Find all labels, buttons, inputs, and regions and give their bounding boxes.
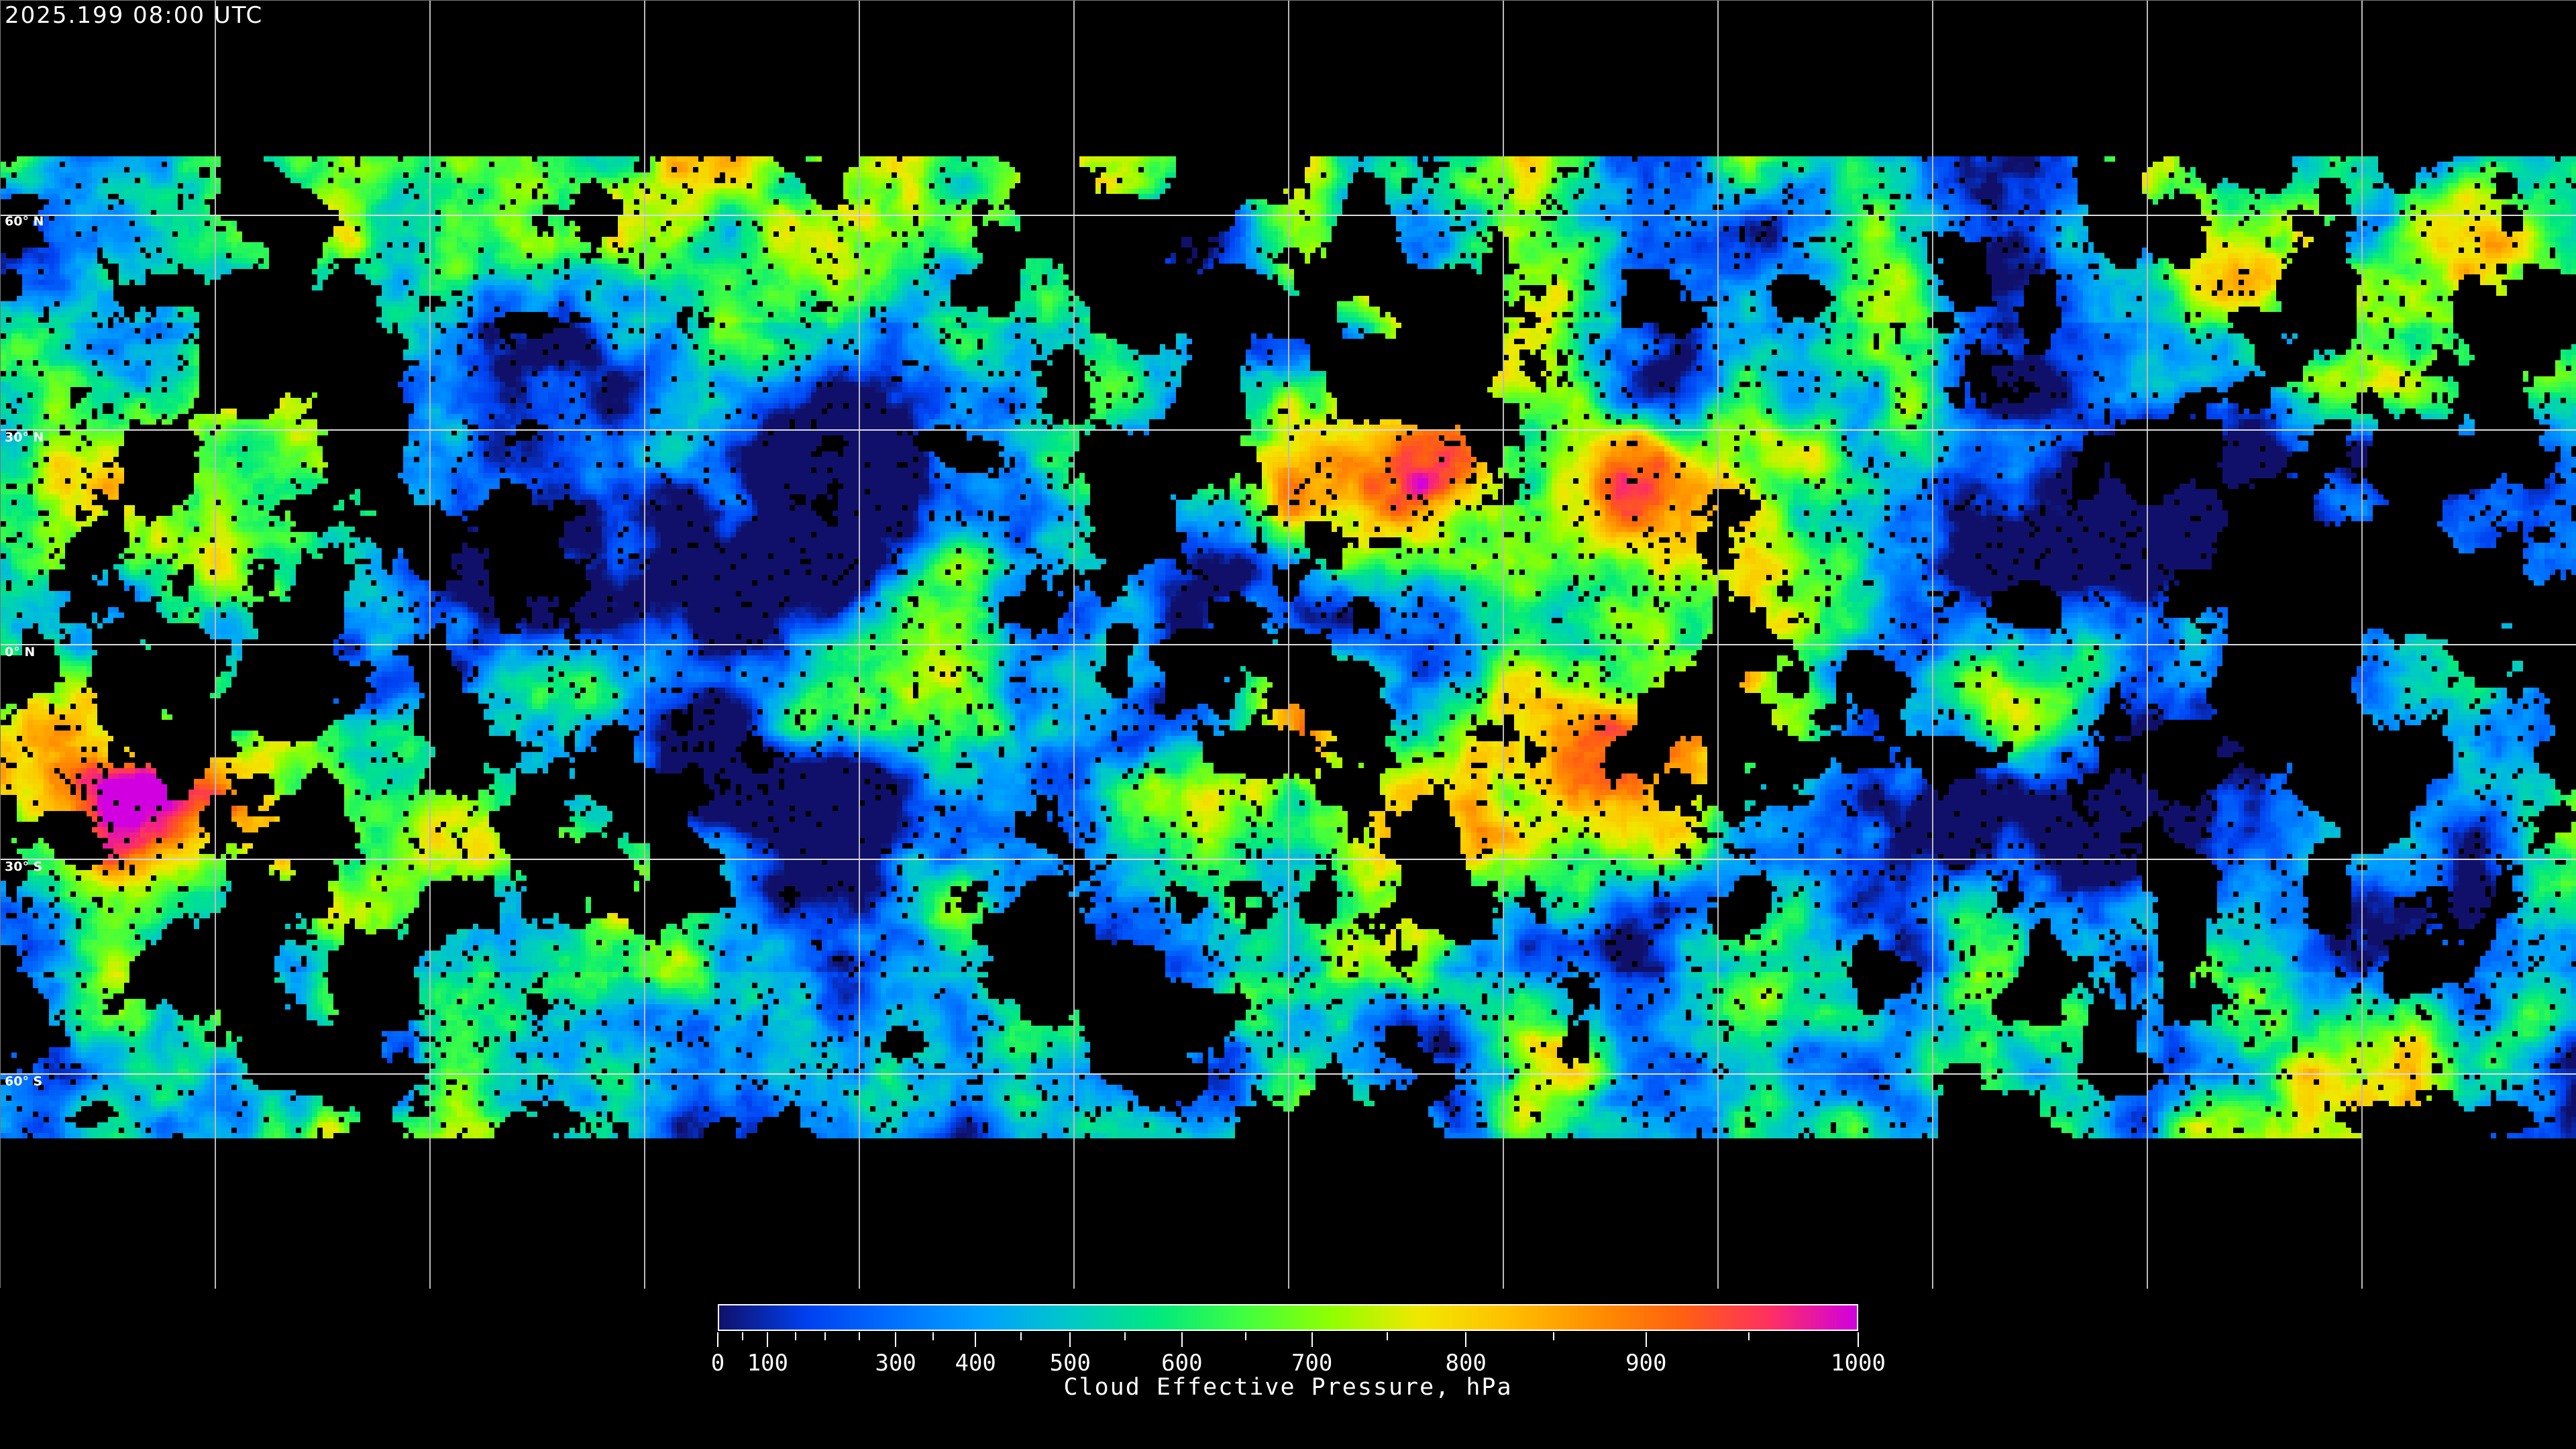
colorbar-minor-tick [794, 1332, 796, 1340]
colorbar-label: Cloud Effective Pressure, hPa [1063, 1374, 1513, 1401]
colorbar-tick-label: 400 [955, 1350, 996, 1377]
colorbar-major-tick [1069, 1332, 1071, 1347]
colorbar-minor-tick [1748, 1332, 1750, 1340]
colorbar-tick-label: 700 [1291, 1350, 1333, 1377]
colorbar-minor-tick [1020, 1332, 1022, 1340]
colorbar-major-tick [1858, 1332, 1859, 1347]
lat-label-30s: 30° S [5, 859, 43, 874]
colorbar-minor-tick [1124, 1332, 1126, 1340]
colorbar-major-tick [975, 1332, 977, 1347]
colorbar-minor-tick [1245, 1332, 1247, 1340]
colorbar-tick-label: 0 [710, 1350, 725, 1377]
colorbar-ticks [717, 1332, 1859, 1352]
colorbar-major-tick [717, 1332, 718, 1347]
colorbar [718, 1304, 1858, 1331]
colorbar-major-tick [1645, 1332, 1647, 1347]
colorbar-tick-label: 500 [1049, 1350, 1091, 1377]
colorbar-minor-tick [858, 1332, 860, 1340]
colorbar-major-tick [1181, 1332, 1183, 1347]
colorbar-major-tick [1465, 1332, 1467, 1347]
colorbar-tick-label: 300 [875, 1350, 916, 1377]
colorbar-tick-label: 100 [747, 1350, 788, 1377]
colorbar-tick-label: 1000 [1831, 1350, 1886, 1377]
lat-label-60n: 60° N [5, 214, 44, 229]
colorbar-minor-tick [1553, 1332, 1555, 1340]
lat-label-30n: 30° N [5, 430, 44, 445]
colorbar-tick-label: 800 [1445, 1350, 1487, 1377]
colorbar-tick-label: 900 [1625, 1350, 1667, 1377]
colorbar-major-tick [767, 1332, 769, 1347]
colorbar-minor-tick [1386, 1332, 1388, 1340]
colorbar-minor-tick [742, 1332, 744, 1340]
graticule [1, 1, 2576, 1289]
colorbar-major-tick [895, 1332, 897, 1347]
colorbar-major-tick [1311, 1332, 1313, 1347]
colorbar-minor-tick [932, 1332, 934, 1340]
cloud-pressure-map: 2025.199 08:00 UTC 60° N 30° N 0° N 30° … [0, 0, 2576, 1289]
timestamp-title: 2025.199 08:00 UTC [5, 2, 264, 29]
colorbar-minor-tick [824, 1332, 826, 1340]
lat-label-0: 0° N [5, 645, 36, 659]
colorbar-tick-label: 600 [1161, 1350, 1203, 1377]
lat-label-60s: 60° S [5, 1074, 43, 1089]
